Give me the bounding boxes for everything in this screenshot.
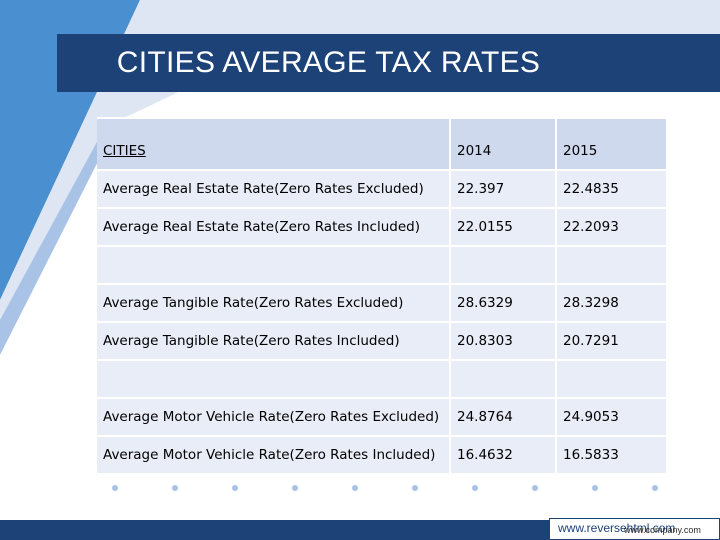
row-label: Average Real Estate Rate(Zero Rates Incl…: [97, 207, 450, 247]
value-2014: [449, 359, 556, 399]
dot-decoration: [352, 485, 358, 491]
dot-decoration: [472, 485, 478, 491]
table-row: Average Tangible Rate(Zero Rates Include…: [97, 321, 666, 361]
row-label: [97, 245, 450, 285]
dot-decoration: [172, 485, 178, 491]
footer-company-text: www.company.com: [624, 525, 701, 535]
table-row: Average Real Estate Rate(Zero Rates Excl…: [97, 169, 666, 209]
table-row: Average Motor Vehicle Rate(Zero Rates In…: [97, 435, 666, 475]
dot-decoration: [652, 485, 658, 491]
value-2015: [555, 245, 666, 285]
value-2014: 22.0155: [449, 207, 556, 247]
dot-row-decoration: [112, 485, 658, 491]
row-label: Average Tangible Rate(Zero Rates Exclude…: [97, 283, 450, 323]
row-label: [97, 359, 450, 399]
value-2015: 20.7291: [555, 321, 666, 361]
dot-decoration: [532, 485, 538, 491]
value-2014: 28.6329: [449, 283, 556, 323]
value-2014: 16.4632: [449, 435, 556, 475]
value-2014: 22.397: [449, 169, 556, 209]
slide-title: CITIES AVERAGE TAX RATES: [116, 46, 541, 79]
table-row-empty: [97, 359, 666, 399]
tax-rates-table: CITIES 2014 2015 Average Real Estate Rat…: [97, 117, 666, 475]
footer-bar: [0, 520, 720, 540]
value-2015: 22.4835: [555, 169, 666, 209]
value-2015: 24.9053: [555, 397, 666, 437]
table-row-empty: [97, 245, 666, 285]
dot-decoration: [232, 485, 238, 491]
row-label: Average Tangible Rate(Zero Rates Include…: [97, 321, 450, 361]
value-2015: 22.2093: [555, 207, 666, 247]
table-row: Average Tangible Rate(Zero Rates Exclude…: [97, 283, 666, 323]
header-2014: 2014: [449, 117, 556, 171]
footer-watermark-text: www.reversehtml.com: [558, 521, 676, 535]
table-row: Average Motor Vehicle Rate(Zero Rates Ex…: [97, 397, 666, 437]
dot-decoration: [412, 485, 418, 491]
value-2014: 24.8764: [449, 397, 556, 437]
footer-url-box[interactable]: www.reversehtml.com www.company.com: [549, 518, 720, 540]
header-2015: 2015: [555, 117, 666, 171]
title-banner: CITIES AVERAGE TAX RATES: [57, 34, 720, 92]
value-2015: [555, 359, 666, 399]
row-label: Average Motor Vehicle Rate(Zero Rates Ex…: [97, 397, 450, 437]
row-label: Average Motor Vehicle Rate(Zero Rates In…: [97, 435, 450, 475]
value-2014: 20.8303: [449, 321, 556, 361]
row-label: Average Real Estate Rate(Zero Rates Excl…: [97, 169, 450, 209]
value-2014: [449, 245, 556, 285]
dot-decoration: [112, 485, 118, 491]
table-header-row: CITIES 2014 2015: [97, 117, 666, 171]
table-row: Average Real Estate Rate(Zero Rates Incl…: [97, 207, 666, 247]
thin-swoosh-shape: [0, 118, 120, 355]
value-2015: 16.5833: [555, 435, 666, 475]
header-cities-label: CITIES: [103, 143, 146, 159]
dot-decoration: [592, 485, 598, 491]
value-2015: 28.3298: [555, 283, 666, 323]
header-cities: CITIES: [97, 117, 450, 171]
dot-decoration: [292, 485, 298, 491]
